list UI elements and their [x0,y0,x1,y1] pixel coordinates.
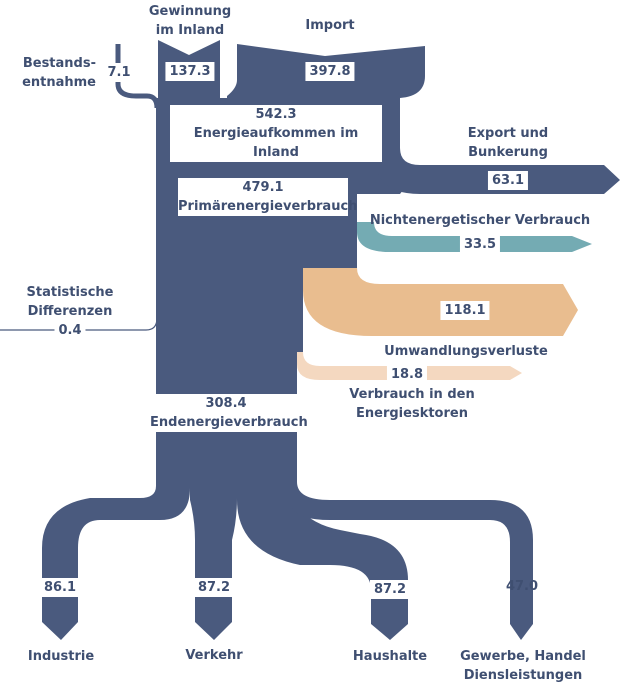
value-export: 63.1 [487,171,529,190]
box-endenergie: 308.4 Endenergieverbrauch [150,394,308,432]
label-gewinnung: Gewinnung im Inland [148,4,232,38]
value-endenergie: 308.4 [205,396,247,411]
label-import: Import [305,18,355,33]
flow-main-trunk [156,98,420,394]
label-umwandlung: Umwandlungsverluste [384,344,548,359]
value-energieaufkommen: 542.3 [255,107,297,122]
value-haushalte: 87.2 [369,580,411,599]
value-bestandsentnahme: 7.1 [103,63,135,82]
flow-gewerbe [290,476,533,640]
label-industrie: Industrie [27,649,95,664]
label-export: Export und Bunkerung [467,126,549,160]
label-bestandsentnahme: Bestands- entnahme [22,56,96,90]
label-gewerbe: Gewerbe, Handel Diensleistungen [460,649,586,683]
value-verkehr: 87.2 [193,578,235,597]
value-nichtenergetisch: 33.5 [459,235,501,254]
value-umwandlung: 118.1 [440,301,490,320]
value-primaerenergie: 479.1 [242,180,284,195]
box-energieaufkommen: 542.3 Energieaufkommen im Inland [170,105,382,162]
flow-haushalte [237,476,408,640]
value-energiesektoren: 18.8 [386,365,428,384]
value-gewerbe: 47.0 [505,579,539,594]
label-primaerenergie: Primärenergieverbrauch [178,199,358,214]
label-endenergie: Endenergieverbrauch [150,415,308,430]
label-energieaufkommen: Energieaufkommen im Inland [193,126,359,160]
label-statistische: Statistische Differenzen [26,285,114,319]
flow-industrie [42,476,190,640]
flow-verkehr [190,476,237,640]
value-statistische: 0.4 [54,321,86,340]
flow-bestandsentnahme [115,44,160,109]
value-import: 397.8 [305,62,355,81]
label-nichtenergetisch: Nichtenergetischer Verbrauch [369,213,591,228]
label-haushalte: Haushalte [352,649,428,664]
box-primaerenergie: 479.1 Primärenergieverbrauch [178,178,358,216]
label-energiesektoren: Verbrauch in den Energiesktoren [349,387,475,421]
value-gewinnung: 137.3 [165,62,215,81]
value-industrie: 86.1 [39,578,81,597]
label-verkehr: Verkehr [185,648,243,663]
